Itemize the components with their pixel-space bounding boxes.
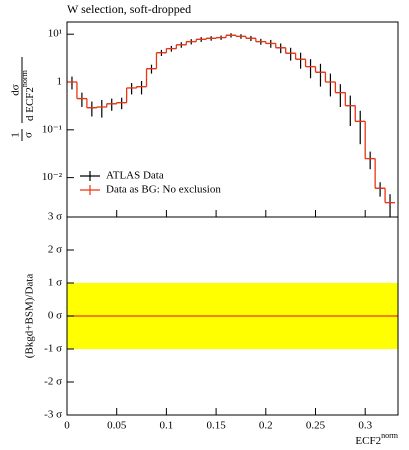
legend-label: ATLAS Data — [106, 170, 164, 182]
legend-label: Data as BG: No exclusion — [106, 184, 221, 196]
y-tick-label: 2 σ — [48, 244, 62, 256]
x-tick-label: 0.25 — [306, 420, 326, 432]
x-tick-label: 0.2 — [259, 420, 273, 432]
x-tick-label: 0.1 — [160, 420, 174, 432]
y-label-part: dσ — [10, 84, 22, 96]
plot-frame — [66, 216, 399, 416]
y-label-part: d ECF2norm — [20, 69, 36, 121]
x-tick-label: 0.15 — [206, 420, 226, 432]
y-tick-label: -3 σ — [44, 409, 62, 421]
y-label-sup: norm — [20, 69, 29, 87]
y-label-part: σ — [23, 132, 35, 138]
y-tick-label: -2 σ — [44, 376, 62, 388]
x-tick-label: 0 — [64, 420, 70, 432]
y-tick-label: -1 σ — [44, 343, 62, 355]
x-label-part: ECF2 — [355, 435, 381, 447]
y-tick-label: 1 σ — [48, 277, 62, 289]
chart-title: W selection, soft-dropped — [67, 2, 191, 16]
x-label-sup: norm — [381, 431, 399, 440]
y-tick-label: 0 σ — [48, 310, 62, 322]
y-tick-label: 10⁻² — [42, 171, 63, 183]
y-label-part: 1 — [10, 132, 22, 138]
y-tick-label: 10¹ — [48, 28, 62, 40]
y-label: 1 σ dσ d ECF2norm — [10, 57, 36, 141]
y-tick-label: 1 — [57, 76, 63, 88]
y-label: (Bkgd+BSM)/Data — [24, 274, 36, 359]
y-tick-label: 3 σ — [48, 211, 62, 223]
y-label-part: d ECF2 — [24, 87, 36, 121]
x-tick-label: 0.3 — [358, 420, 372, 432]
y-tick-label: 10⁻¹ — [42, 123, 62, 135]
x-tick-label: 0.05 — [107, 420, 127, 432]
x-label: ECF2norm — [355, 431, 398, 447]
